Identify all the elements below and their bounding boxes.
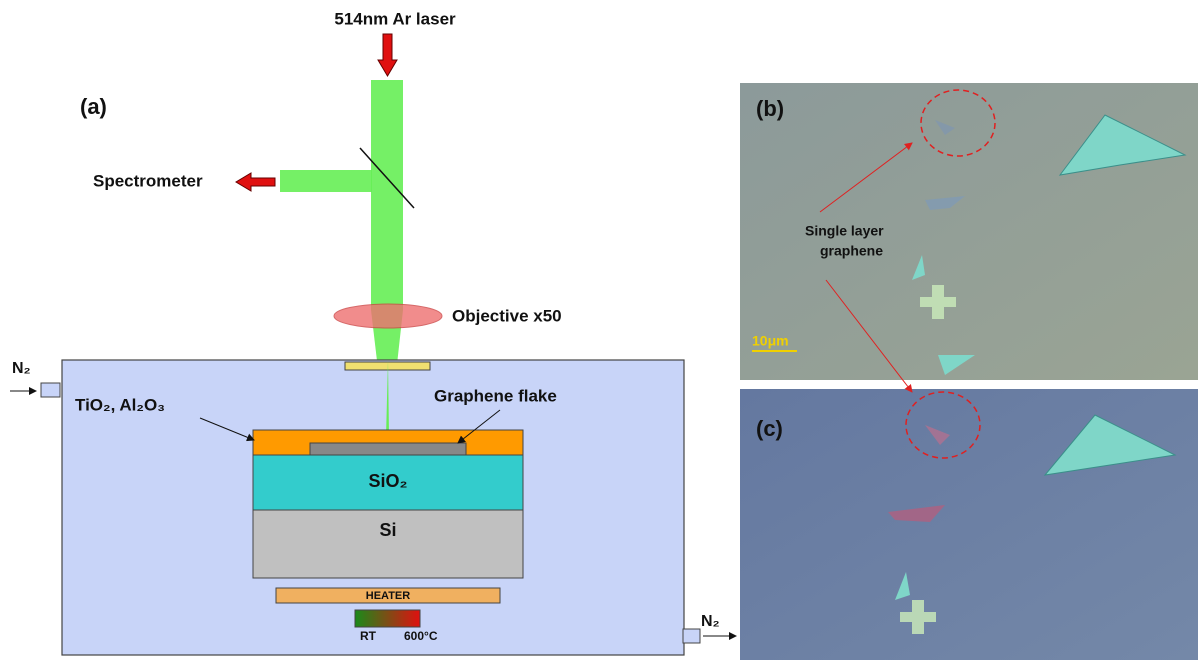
graphene-flake — [310, 443, 466, 455]
heater-label: HEATER — [366, 590, 410, 602]
figure: 514nm Ar laser (a) Spectrometer Objectiv… — [0, 0, 1198, 660]
si-label: Si — [379, 520, 396, 540]
temperature-bar — [355, 610, 420, 627]
reflected-beam — [280, 170, 372, 192]
scale-bar-label: 10μm — [752, 333, 789, 349]
spectrometer-label: Spectrometer — [93, 171, 203, 190]
max-temp-label: 600°C — [404, 629, 438, 643]
laser-label: 514nm Ar laser — [334, 9, 456, 28]
panel-label: (c) — [756, 416, 783, 441]
spectrometer-arrow — [236, 173, 275, 191]
optical-image-c — [740, 389, 1198, 660]
annotation-line: graphene — [820, 243, 883, 259]
sio2-label: SiO₂ — [368, 471, 407, 491]
window — [345, 362, 430, 370]
panel-label: (a) — [80, 94, 107, 119]
rt-label: RT — [360, 629, 377, 643]
panel-label: (b) — [756, 96, 784, 121]
gas-outlet — [683, 629, 700, 643]
annotation-line: Single layer — [805, 223, 884, 239]
gas-inlet — [41, 383, 60, 397]
graphene-label: Graphene flake — [434, 386, 557, 405]
objective-lens — [334, 304, 442, 328]
laser-arrow — [378, 34, 397, 76]
coating-label: TiO₂, Al₂O₃ — [75, 395, 165, 414]
n2-in-label: N₂ — [12, 360, 31, 377]
n2-out-label: N₂ — [701, 613, 720, 630]
objective-label: Objective x50 — [452, 306, 562, 325]
